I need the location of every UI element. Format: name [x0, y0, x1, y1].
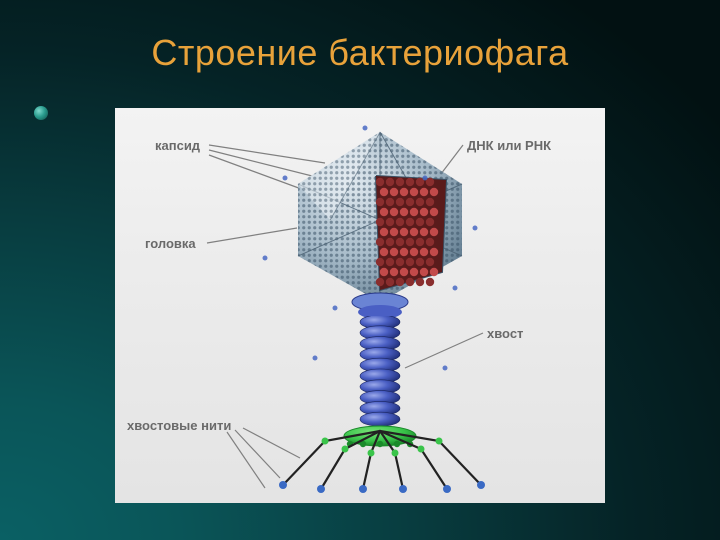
speckles	[115, 108, 605, 503]
bullet-decoration	[34, 106, 48, 120]
slide-title: Строение бактериофага	[0, 32, 720, 74]
bacteriophage-diagram: капсид головка ДНК или РНК хвост хвостов…	[115, 108, 605, 503]
